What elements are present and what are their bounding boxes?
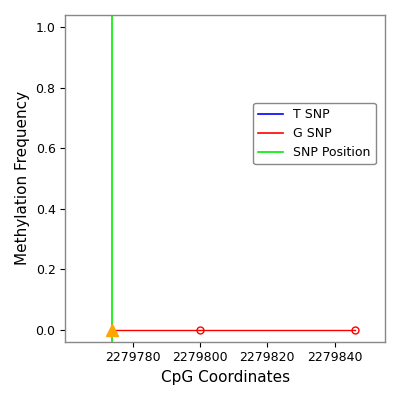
Legend: T SNP, G SNP, SNP Position: T SNP, G SNP, SNP Position	[253, 103, 376, 164]
Y-axis label: Methylation Frequency: Methylation Frequency	[15, 91, 30, 266]
X-axis label: CpG Coordinates: CpG Coordinates	[160, 370, 290, 385]
